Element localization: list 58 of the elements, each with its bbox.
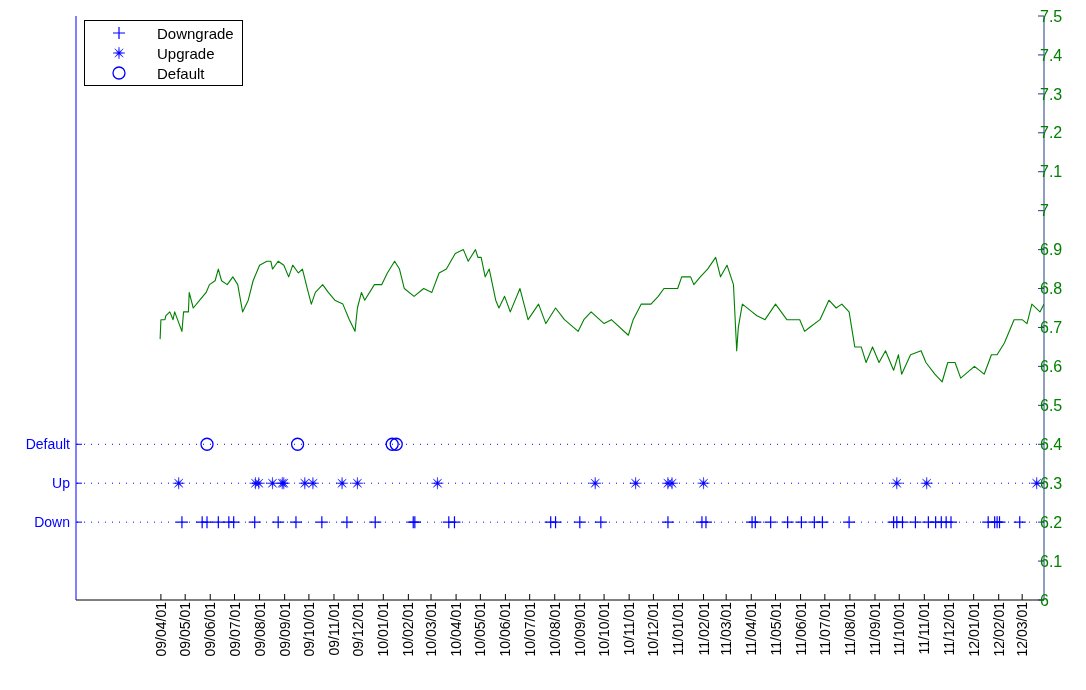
legend-label: Default	[157, 64, 205, 82]
x-tick-label: 10/06/01	[497, 601, 514, 657]
y-tick-label: 7.3	[1040, 85, 1063, 103]
y-tick-label: 7.5	[1040, 7, 1063, 25]
ref-line-label: Default	[25, 436, 71, 453]
x-tick-label: 09/06/01	[202, 601, 219, 657]
x-tick-label: 09/04/01	[152, 601, 169, 657]
x-tick-label: 09/11/01	[325, 601, 342, 656]
y-tick-label: 6.6	[1040, 358, 1063, 376]
x-tick-label: 11/04/01	[743, 601, 760, 656]
x-tick-label: 09/05/01	[177, 601, 194, 657]
x-tick-label: 11/03/01	[718, 601, 735, 656]
x-tick-label: 10/01/01	[375, 601, 392, 657]
x-tick-label: 12/03/01	[1014, 601, 1031, 657]
y-tick-label: 6.5	[1040, 397, 1063, 415]
x-tick-label: 10/03/01	[423, 601, 440, 657]
x-tick-label: 09/10/01	[300, 601, 317, 657]
x-tick-label: 11/05/01	[767, 601, 784, 656]
x-tick-label: 09/07/01	[226, 601, 243, 657]
x-tick-label: 09/12/01	[350, 601, 367, 657]
x-tick-label: 10/07/01	[521, 601, 538, 657]
x-tick-label: 12/01/01	[965, 601, 982, 657]
y-tick-label: 6.2	[1040, 513, 1063, 531]
ref-line-label: Down	[34, 514, 70, 531]
x-tick-label: 12/02/01	[990, 601, 1007, 657]
x-tick-label: 10/10/01	[596, 601, 613, 657]
x-tick-label: 11/01/01	[670, 601, 687, 656]
x-tick-label: 10/02/01	[400, 601, 417, 657]
y-tick-label: 6.8	[1040, 280, 1063, 298]
x-tick-label: 11/09/01	[866, 601, 883, 656]
y-tick-label: 7.4	[1040, 46, 1063, 64]
x-tick-label: 10/11/01	[621, 601, 638, 656]
y-tick-label: 6.1	[1040, 552, 1063, 570]
y-tick-label: 6	[1040, 591, 1049, 609]
x-tick-label: 11/06/01	[792, 601, 809, 656]
y-tick-label: 7.2	[1040, 124, 1063, 142]
x-tick-label: 11/11/01	[916, 601, 933, 655]
x-tick-label: 09/08/01	[251, 601, 268, 657]
legend-label: Downgrade	[157, 24, 234, 42]
x-tick-label: 10/04/01	[448, 601, 465, 657]
y-tick-label: 6.4	[1040, 435, 1063, 453]
x-tick-label: 10/08/01	[546, 601, 563, 657]
x-tick-label: 10/05/01	[472, 601, 489, 657]
y-tick-label: 7	[1040, 202, 1049, 220]
y-tick-label: 6.9	[1040, 241, 1063, 259]
x-tick-label: 11/08/01	[841, 601, 858, 656]
x-tick-label: 11/07/01	[816, 601, 833, 656]
x-tick-label: 11/12/01	[940, 601, 957, 656]
x-tick-label: 11/02/01	[695, 601, 712, 656]
x-tick-label: 09/09/01	[276, 601, 293, 657]
y-tick-label: 6.3	[1040, 474, 1063, 492]
x-tick-label: 10/09/01	[571, 601, 588, 657]
x-tick-label: 10/12/01	[645, 601, 662, 657]
ref-line-label: Up	[52, 475, 71, 492]
legend-label: Upgrade	[157, 44, 215, 62]
y-tick-label: 7.1	[1040, 163, 1063, 181]
x-tick-label: 11/10/01	[891, 601, 908, 656]
y-tick-label: 6.7	[1040, 319, 1063, 337]
